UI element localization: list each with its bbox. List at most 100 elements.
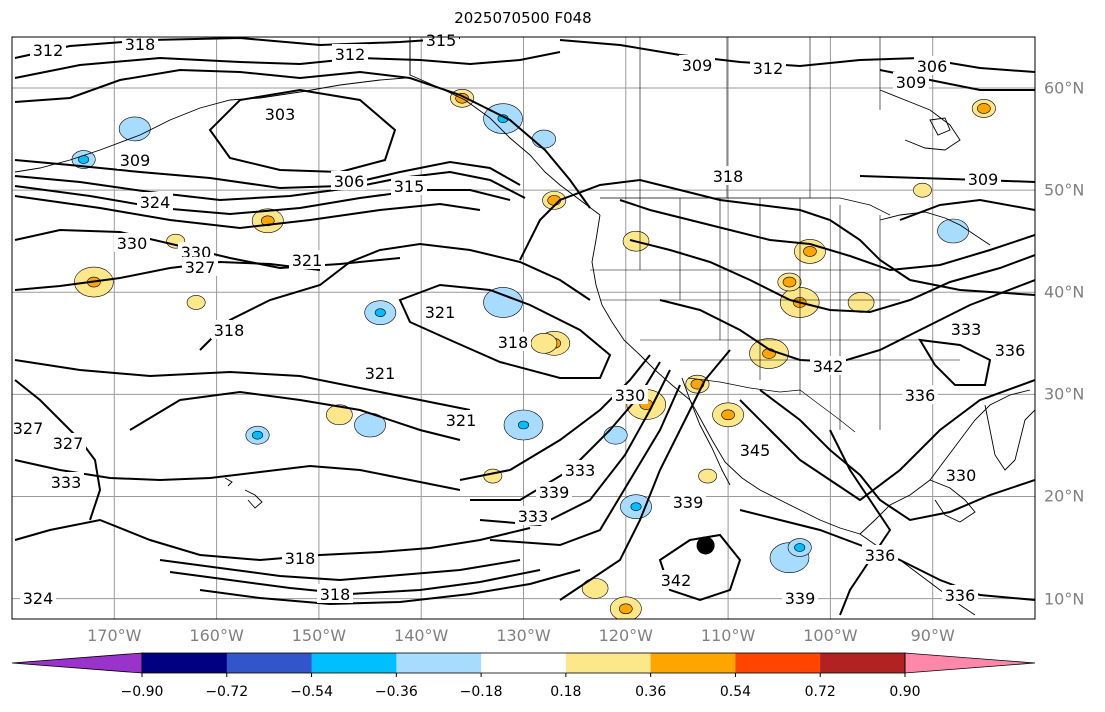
colorbar — [11, 652, 1036, 677]
contour-label-bg — [862, 545, 898, 564]
contour-label-bg — [893, 72, 929, 91]
contour-label-bg — [750, 58, 786, 77]
colorbar-segment — [650, 653, 736, 673]
colorbar-tick-label: 0.54 — [719, 684, 752, 700]
contour-label-bg — [443, 410, 479, 429]
state-borders — [590, 198, 960, 430]
contour-label: 318 — [125, 35, 156, 54]
positive-shading-core — [977, 103, 991, 114]
contour-label-bg — [782, 588, 818, 607]
contour-line — [489, 384, 681, 547]
contour-label-bg — [282, 548, 318, 567]
contour-label: 309 — [968, 170, 999, 189]
province-borders — [639, 37, 881, 198]
contour-label-bg — [670, 492, 706, 511]
contour-label-bg — [810, 356, 846, 375]
contour-line — [739, 379, 1035, 502]
latitude-label: 60°N — [1044, 78, 1085, 98]
positive-shading-area — [530, 333, 558, 354]
colorbar-segment — [735, 653, 821, 673]
coastline-florida — [984, 404, 1035, 471]
contour-line — [159, 559, 521, 582]
contour-label-bg — [331, 171, 367, 190]
negative-shading-area — [531, 129, 556, 149]
contour-label-bg — [262, 104, 298, 123]
contour-label-bg — [211, 320, 247, 339]
contour-label-bg — [422, 302, 458, 321]
contour-label-bg — [948, 319, 984, 338]
contour-line — [658, 533, 742, 602]
latitude-label: 50°N — [1044, 180, 1085, 200]
contour-label: 330 — [117, 234, 148, 253]
contour-label: 312 — [33, 41, 64, 60]
contour-label-bg — [515, 506, 551, 525]
positive-shading-area — [581, 578, 609, 599]
contour-label-bg — [423, 30, 459, 49]
contour-label: 339 — [539, 483, 570, 502]
contour-label: 336 — [995, 341, 1026, 360]
coastline-hudson-bay — [879, 89, 961, 151]
contour-label: 327 — [185, 258, 216, 277]
contour-label: 309 — [120, 151, 151, 170]
contour-label-bg — [658, 570, 694, 589]
contour-label-bg — [10, 418, 46, 437]
contour-line — [918, 338, 992, 386]
contour-label-bg — [562, 460, 598, 479]
latitude-label: 20°N — [1044, 486, 1085, 506]
contour-label-bg — [942, 585, 978, 604]
longitude-label: 160°W — [189, 626, 244, 645]
contour-line — [519, 178, 1035, 296]
contour-label-bg — [332, 44, 368, 63]
negative-shading-area — [483, 287, 523, 318]
positive-shading-area — [186, 295, 206, 310]
negative-shading-area — [937, 218, 970, 244]
contour-label: 345 — [740, 441, 771, 460]
contour-label: 318 — [214, 321, 245, 340]
positive-shading-area — [847, 292, 875, 313]
positive-shading-core — [782, 276, 797, 288]
longitude-label: 120°W — [598, 626, 653, 645]
contour-label: 336 — [945, 586, 976, 605]
contour-label-bg — [902, 385, 938, 404]
coastline-hawaii — [244, 489, 263, 509]
contour-label: 312 — [753, 59, 784, 78]
colorbar-tick-label: −0.18 — [459, 684, 503, 700]
positive-shading-core — [618, 603, 633, 615]
coastline-gulf — [859, 389, 1031, 535]
colorbar-segment — [311, 653, 397, 673]
contour-line — [619, 199, 1035, 272]
contour-label-bg — [182, 257, 218, 276]
colorbar-segment — [820, 653, 906, 673]
longitude-label: 130°W — [496, 626, 551, 645]
negative-shading-area — [603, 425, 628, 445]
negative-shading-area — [118, 116, 151, 142]
storm-marker — [696, 536, 715, 555]
contour-line — [14, 459, 461, 491]
colorbar-tick-label: 0.90 — [889, 684, 921, 700]
contour-line — [829, 429, 892, 616]
contour-line — [14, 260, 321, 291]
colorbar-extend-high — [904, 652, 1036, 674]
longitude-label: 170°W — [87, 626, 142, 645]
contour-label: 330 — [946, 466, 977, 485]
latitude-label: 40°N — [1044, 282, 1085, 302]
coastline-aleutians — [14, 77, 406, 173]
contour-line — [14, 170, 526, 202]
coastline-hawaii-2 — [224, 477, 233, 487]
colorbar-segment — [565, 653, 652, 673]
map-frame — [11, 36, 1036, 620]
coastlines-and-borders — [14, 37, 1035, 616]
contour-lines — [14, 37, 1035, 616]
colorbar-tick-label: 0.36 — [635, 684, 667, 700]
contour-label: 318 — [498, 333, 529, 352]
gridlines — [12, 37, 1035, 619]
longitude-label: 90°W — [910, 626, 955, 645]
coastline-alaska — [409, 37, 601, 216]
contour-line — [14, 518, 531, 562]
contour-label-bg — [362, 363, 398, 382]
longitude-label: 100°W — [803, 626, 858, 645]
border-us-mexico — [687, 377, 856, 433]
latitude-label: 30°N — [1044, 384, 1085, 404]
contour-line — [899, 198, 1035, 221]
